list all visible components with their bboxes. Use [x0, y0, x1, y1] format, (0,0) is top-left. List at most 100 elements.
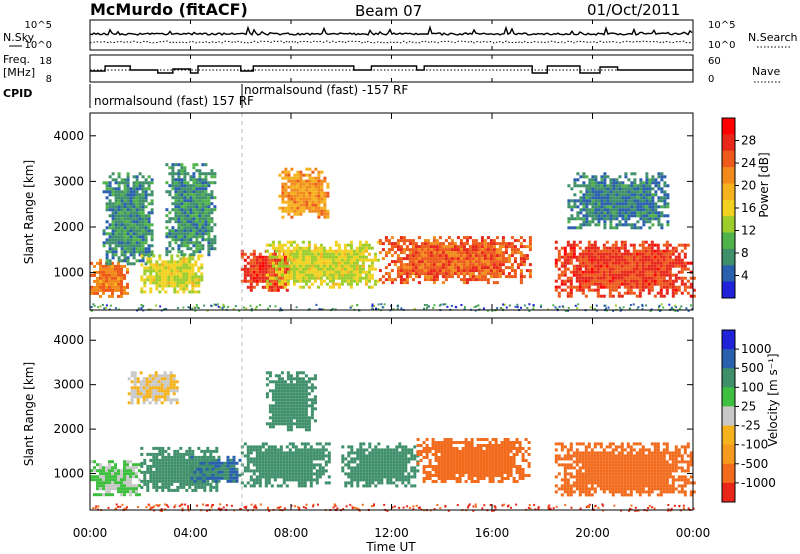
power-cell-7: [498, 254, 502, 258]
power-cell-8: [611, 243, 615, 247]
power-cell-6: [352, 249, 356, 253]
power-cell-1: [135, 223, 139, 227]
power-cell-2: [200, 263, 204, 267]
velocity-heatmap: [90, 318, 696, 512]
power-cell-0: [126, 285, 129, 289]
power-cell-6: [355, 276, 359, 280]
velocity-cell-2: [173, 476, 177, 480]
power-cell-3: [210, 238, 214, 242]
power-cell-8: [635, 258, 639, 262]
velocity-cell-2: [176, 488, 180, 492]
power-cell-4: [252, 279, 256, 283]
velocity-cell-1: [163, 398, 167, 402]
power-cell-8: [575, 243, 579, 247]
velocity-cell-0: [105, 490, 108, 494]
power-cell-4: [246, 273, 250, 277]
power-cell-2: [149, 287, 153, 291]
power-cell-1: [138, 244, 142, 248]
power-cell-8: [614, 240, 618, 244]
velocity-cell-5: [274, 404, 278, 408]
power-cell-1: [105, 232, 109, 236]
power-cell-9: [639, 181, 643, 185]
power-cell-7: [480, 278, 484, 282]
power-cell-7: [396, 242, 400, 246]
power-cell-8: [653, 294, 657, 298]
velocity-cell-4: [258, 448, 262, 452]
power-cell-3: [207, 196, 211, 200]
velocity-cell-2: [188, 482, 192, 486]
power-cell-8: [587, 285, 591, 289]
power-cell-6: [358, 270, 362, 274]
velocity-cell-0: [132, 475, 135, 479]
power-cell-3: [183, 166, 187, 170]
power-speckle: [90, 309, 93, 312]
power-cell-9: [639, 193, 643, 197]
velocity-cell-0: [129, 493, 132, 497]
velocity-cell-5: [277, 383, 281, 387]
power-cell-0: [123, 276, 126, 280]
power-cell-8: [578, 255, 582, 259]
power-cell-2: [179, 260, 183, 264]
velocity-cell-3: [226, 455, 230, 459]
velocity-cell-2: [191, 473, 195, 477]
velocity-cell-2: [155, 479, 159, 483]
power-cell-8: [590, 258, 594, 262]
power-cell-7: [471, 242, 475, 246]
power-cell-8: [596, 255, 600, 259]
velocity-cell-0: [135, 466, 138, 470]
power-cell-8: [593, 249, 597, 253]
power-cell-6: [295, 258, 299, 262]
power-speckle: [496, 307, 499, 310]
power-cell-7: [396, 239, 400, 243]
power-cell-7: [438, 242, 442, 246]
power-speckle: [612, 309, 615, 312]
power-cell-6: [286, 270, 290, 274]
velocity-cell-4: [318, 454, 322, 458]
power-cell-5: [323, 197, 327, 201]
power-cell-4: [255, 264, 259, 268]
power-cell-3: [195, 250, 199, 254]
power-cell-3: [204, 238, 208, 242]
power-cell-8: [638, 258, 642, 262]
power-cell-9: [609, 205, 613, 209]
power-cell-7: [459, 248, 463, 252]
velocity-cell-3: [223, 461, 227, 465]
nsky-tick-high: 10^5: [25, 20, 52, 31]
power-cell-8: [644, 276, 648, 280]
velocity-cell-5: [268, 407, 272, 411]
power-cell-8: [626, 279, 630, 283]
power-cell-7: [477, 260, 481, 264]
power-cell-9: [615, 193, 619, 197]
velocity-cell-3: [202, 476, 206, 480]
power-cell-1: [147, 175, 151, 179]
power-cell-8: [611, 279, 615, 283]
power-cell-7: [423, 275, 427, 279]
power-cell-7: [417, 236, 421, 240]
velocity-cell-0: [102, 466, 105, 470]
velocity-cell-1: [148, 401, 152, 405]
power-cell-7: [450, 248, 454, 252]
power-speckle: [318, 308, 321, 311]
power-cell-3: [201, 226, 205, 230]
power-cell-7: [495, 266, 499, 270]
velocity-cell-4: [255, 454, 259, 458]
power-cell-1: [111, 226, 115, 230]
power-cell-8: [650, 282, 654, 286]
velocity-cell-0: [138, 463, 141, 467]
power-cell-1: [138, 187, 142, 191]
power-cell-0: [117, 294, 120, 298]
power-cell-6: [307, 279, 311, 283]
power-cell-2: [176, 281, 180, 285]
power-cell-7: [459, 272, 463, 276]
power-cell-1: [117, 244, 121, 248]
power-cell-9: [621, 187, 625, 191]
power-cell-8: [599, 276, 603, 280]
power-cell-7: [450, 239, 454, 243]
velocity-cell-4: [285, 454, 289, 458]
power-cell-1: [144, 232, 148, 236]
power-cell-4: [249, 288, 253, 292]
power-cell-3: [183, 178, 187, 182]
power-cell-8: [662, 249, 666, 253]
power-cell-3: [171, 184, 175, 188]
power-speckle: [322, 308, 325, 311]
